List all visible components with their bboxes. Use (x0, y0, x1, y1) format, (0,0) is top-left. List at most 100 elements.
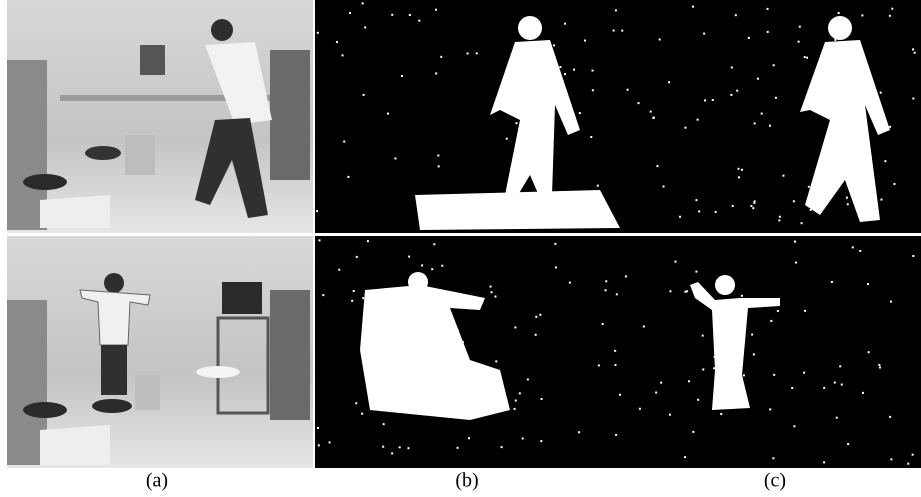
speckle (513, 407, 516, 410)
speckle (888, 14, 891, 17)
speckle (355, 255, 358, 258)
speckle (684, 456, 687, 459)
speckle (753, 201, 756, 204)
speckle (890, 458, 893, 461)
speckle (652, 116, 655, 119)
speckle (772, 457, 775, 460)
speckle (695, 199, 698, 202)
speckle (655, 391, 658, 394)
speckle (730, 93, 733, 96)
speckle (467, 437, 470, 440)
speckle (618, 393, 621, 396)
speckle (791, 387, 794, 390)
panel-label: (a) (146, 470, 168, 492)
speckle (714, 210, 717, 213)
speckle (830, 280, 833, 283)
speckle (475, 52, 478, 55)
speckle (756, 77, 759, 80)
speckle (747, 36, 750, 39)
speckle (554, 242, 557, 245)
speckle (734, 14, 737, 17)
speckle (408, 255, 411, 258)
speckle (668, 81, 671, 84)
speckle (662, 185, 665, 188)
speckle (861, 14, 864, 17)
speckle (753, 122, 756, 125)
speckle (534, 333, 537, 336)
speckle (591, 69, 594, 72)
speckle (794, 240, 797, 243)
speckle (695, 270, 698, 273)
speckle (893, 183, 896, 186)
speckle (703, 32, 706, 35)
speckle (889, 300, 892, 303)
speckle (793, 425, 796, 428)
speckle (773, 373, 776, 376)
speckle (621, 29, 624, 32)
speckle (701, 334, 704, 337)
speckle (535, 315, 538, 318)
speckle (845, 196, 848, 199)
speckle (440, 55, 443, 58)
speckle (526, 378, 529, 381)
speckle (913, 51, 916, 54)
speckle (668, 413, 671, 416)
speckle (518, 392, 521, 395)
speckle (776, 309, 779, 312)
speckle (466, 52, 469, 55)
speckle (878, 363, 881, 366)
speckle (433, 243, 436, 246)
speckle (364, 26, 367, 29)
speckle (866, 283, 869, 286)
speckle (637, 102, 640, 105)
speckle (911, 453, 914, 456)
speckle (912, 255, 915, 258)
speckle (696, 118, 699, 121)
speckle (431, 268, 434, 271)
speckle (343, 140, 346, 143)
speckle (615, 433, 618, 436)
speckle (505, 137, 508, 140)
speckle (737, 167, 740, 170)
speckle (382, 445, 385, 448)
speckle (742, 374, 745, 377)
speckle (912, 48, 915, 51)
speckle (741, 168, 744, 171)
speckle (539, 313, 542, 316)
speckle (884, 160, 887, 163)
speckle (859, 249, 862, 252)
speckle (792, 200, 795, 203)
speckle (597, 364, 600, 367)
speckle (394, 157, 397, 160)
speckle (740, 294, 743, 297)
speckle (769, 124, 772, 127)
speckle (316, 426, 319, 429)
speckle (435, 72, 438, 75)
speckle (797, 40, 800, 43)
speckle (772, 64, 775, 67)
photo-row2 (7, 236, 313, 468)
speckle (907, 462, 910, 465)
speckle (407, 447, 410, 450)
speckle (500, 446, 503, 449)
speckle (564, 73, 567, 76)
speckle (316, 31, 319, 34)
speckle (711, 98, 714, 101)
speckle (713, 367, 716, 370)
speckle (809, 208, 812, 211)
speckle (730, 66, 733, 69)
speckle (366, 240, 369, 243)
speckle (400, 75, 403, 78)
speckle (387, 112, 390, 115)
speckle (752, 353, 755, 356)
speckle (341, 54, 344, 57)
speckle (795, 261, 798, 264)
panel-label: (b) (455, 470, 478, 492)
speckle (684, 290, 687, 293)
speckle (803, 56, 806, 59)
speckle (553, 44, 556, 47)
speckle (437, 154, 440, 157)
speckle (807, 185, 810, 188)
speckle (322, 294, 325, 297)
speckle (880, 198, 883, 201)
